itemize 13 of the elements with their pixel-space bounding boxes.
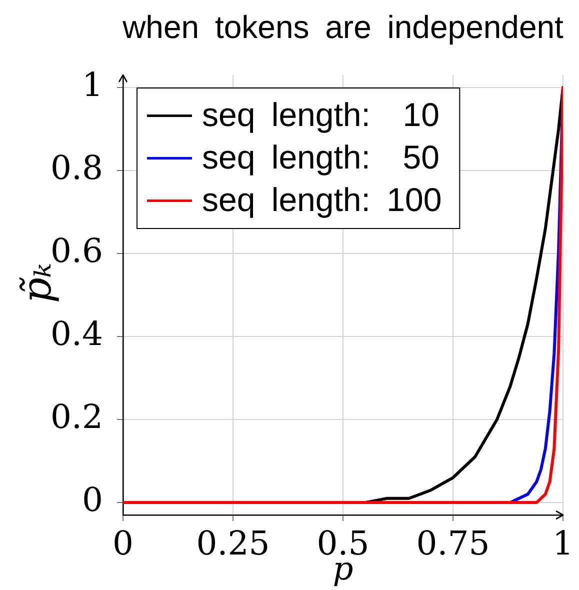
y-tick-label: 0.8 [50, 148, 103, 188]
y-tick-label: 0.4 [50, 314, 103, 354]
legend-label: seq length: 10 [202, 96, 440, 133]
x-tick-label: 0 [112, 523, 134, 562]
y-tick-label: 0.2 [50, 397, 103, 436]
x-tick-label: 0.75 [416, 523, 490, 562]
y-tick-label: 0 [82, 480, 103, 520]
legend-label: seq length: 50 [202, 138, 440, 176]
x-tick-label: 1 [552, 523, 574, 562]
x-tick-label: 0.25 [196, 523, 270, 562]
chart-title: when tokens are independent [122, 8, 564, 45]
legend-label: seq length: 100 [202, 180, 442, 218]
y-tick-label: 1 [82, 65, 103, 104]
